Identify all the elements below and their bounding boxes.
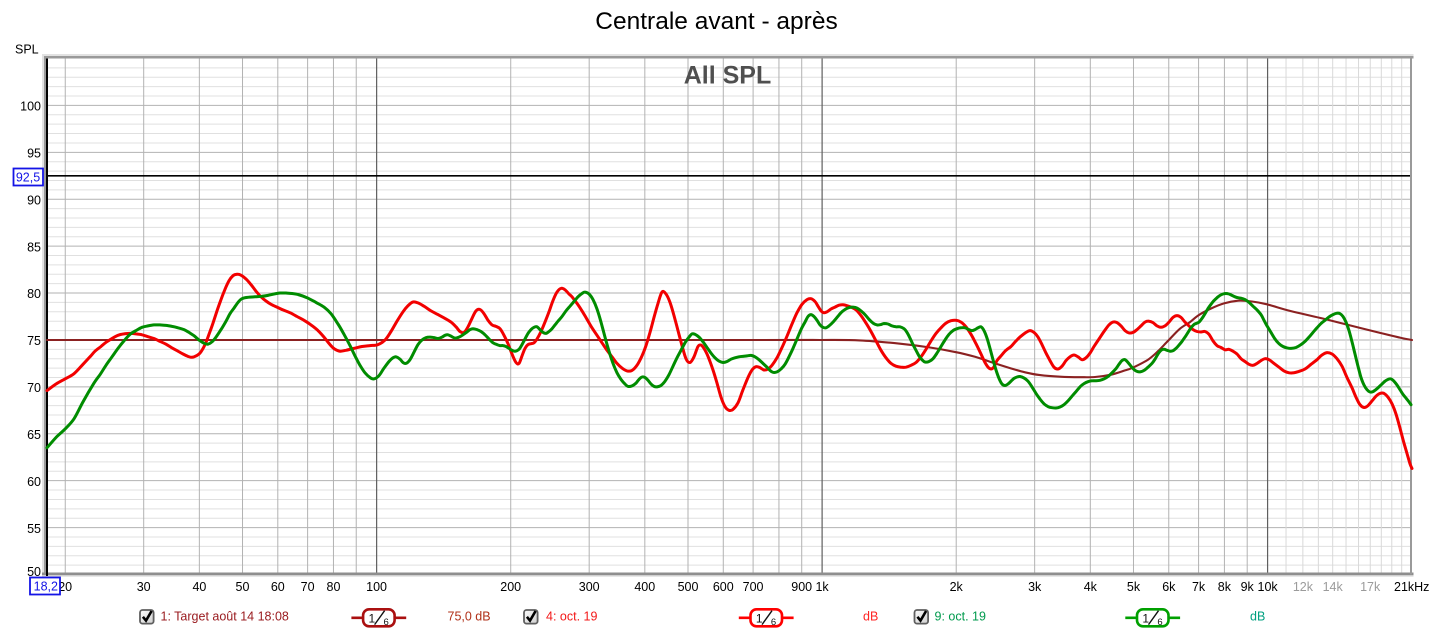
- svg-text:14k: 14k: [1323, 580, 1344, 594]
- svg-text:90: 90: [27, 193, 41, 207]
- svg-text:9: oct. 19: 9: oct. 19: [935, 610, 986, 624]
- svg-text:80: 80: [27, 287, 41, 301]
- svg-text:10k: 10k: [1258, 580, 1279, 594]
- svg-text:75,0 dB: 75,0 dB: [448, 610, 491, 624]
- svg-text:18,2: 18,2: [34, 580, 58, 594]
- svg-text:3k: 3k: [1028, 580, 1042, 594]
- svg-text:6: 6: [1157, 617, 1162, 628]
- svg-text:400: 400: [634, 580, 655, 594]
- svg-text:7k: 7k: [1192, 580, 1206, 594]
- svg-text:30: 30: [137, 580, 151, 594]
- svg-text:21kHz: 21kHz: [1394, 580, 1429, 594]
- svg-text:60: 60: [27, 475, 41, 489]
- svg-text:dB: dB: [863, 610, 878, 624]
- svg-text:1: 1: [756, 611, 763, 625]
- svg-text:SPL: SPL: [15, 43, 39, 57]
- svg-text:60: 60: [271, 580, 285, 594]
- svg-text:70: 70: [301, 580, 315, 594]
- svg-text:20: 20: [58, 580, 72, 594]
- svg-text:12k: 12k: [1293, 580, 1314, 594]
- svg-text:500: 500: [678, 580, 699, 594]
- svg-text:300: 300: [579, 580, 600, 594]
- svg-text:All SPL: All SPL: [684, 62, 772, 90]
- svg-text:5k: 5k: [1127, 580, 1141, 594]
- svg-text:95: 95: [27, 147, 41, 161]
- svg-text:17k: 17k: [1360, 580, 1381, 594]
- svg-text:92,5: 92,5: [16, 171, 40, 185]
- svg-text:1k: 1k: [815, 580, 829, 594]
- svg-text:100: 100: [366, 580, 387, 594]
- svg-text:dB: dB: [1250, 610, 1265, 624]
- svg-text:6: 6: [771, 617, 776, 628]
- svg-text:1: 1: [368, 611, 375, 625]
- svg-text:600: 600: [713, 580, 734, 594]
- svg-text:1: 1: [1142, 611, 1149, 625]
- svg-text:6k: 6k: [1162, 580, 1176, 594]
- svg-text:900: 900: [791, 580, 812, 594]
- svg-text:700: 700: [743, 580, 764, 594]
- svg-text:50: 50: [236, 580, 250, 594]
- svg-text:80: 80: [327, 580, 341, 594]
- svg-text:2k: 2k: [950, 580, 964, 594]
- svg-text:200: 200: [500, 580, 521, 594]
- svg-text:6: 6: [383, 617, 388, 628]
- svg-text:Centrale avant - après: Centrale avant - après: [595, 8, 837, 35]
- svg-text:50: 50: [27, 565, 41, 579]
- svg-text:4k: 4k: [1084, 580, 1098, 594]
- svg-text:55: 55: [27, 522, 41, 536]
- svg-text:65: 65: [27, 428, 41, 442]
- svg-text:70: 70: [27, 381, 41, 395]
- svg-text:85: 85: [27, 240, 41, 254]
- svg-text:8k: 8k: [1218, 580, 1232, 594]
- svg-text:9k: 9k: [1241, 580, 1255, 594]
- svg-text:1: Target août 14 18:08: 1: Target août 14 18:08: [161, 610, 289, 624]
- svg-text:75: 75: [27, 334, 41, 348]
- svg-text:40: 40: [192, 580, 206, 594]
- svg-text:100: 100: [20, 100, 41, 114]
- svg-text:4: oct. 19: 4: oct. 19: [546, 610, 597, 624]
